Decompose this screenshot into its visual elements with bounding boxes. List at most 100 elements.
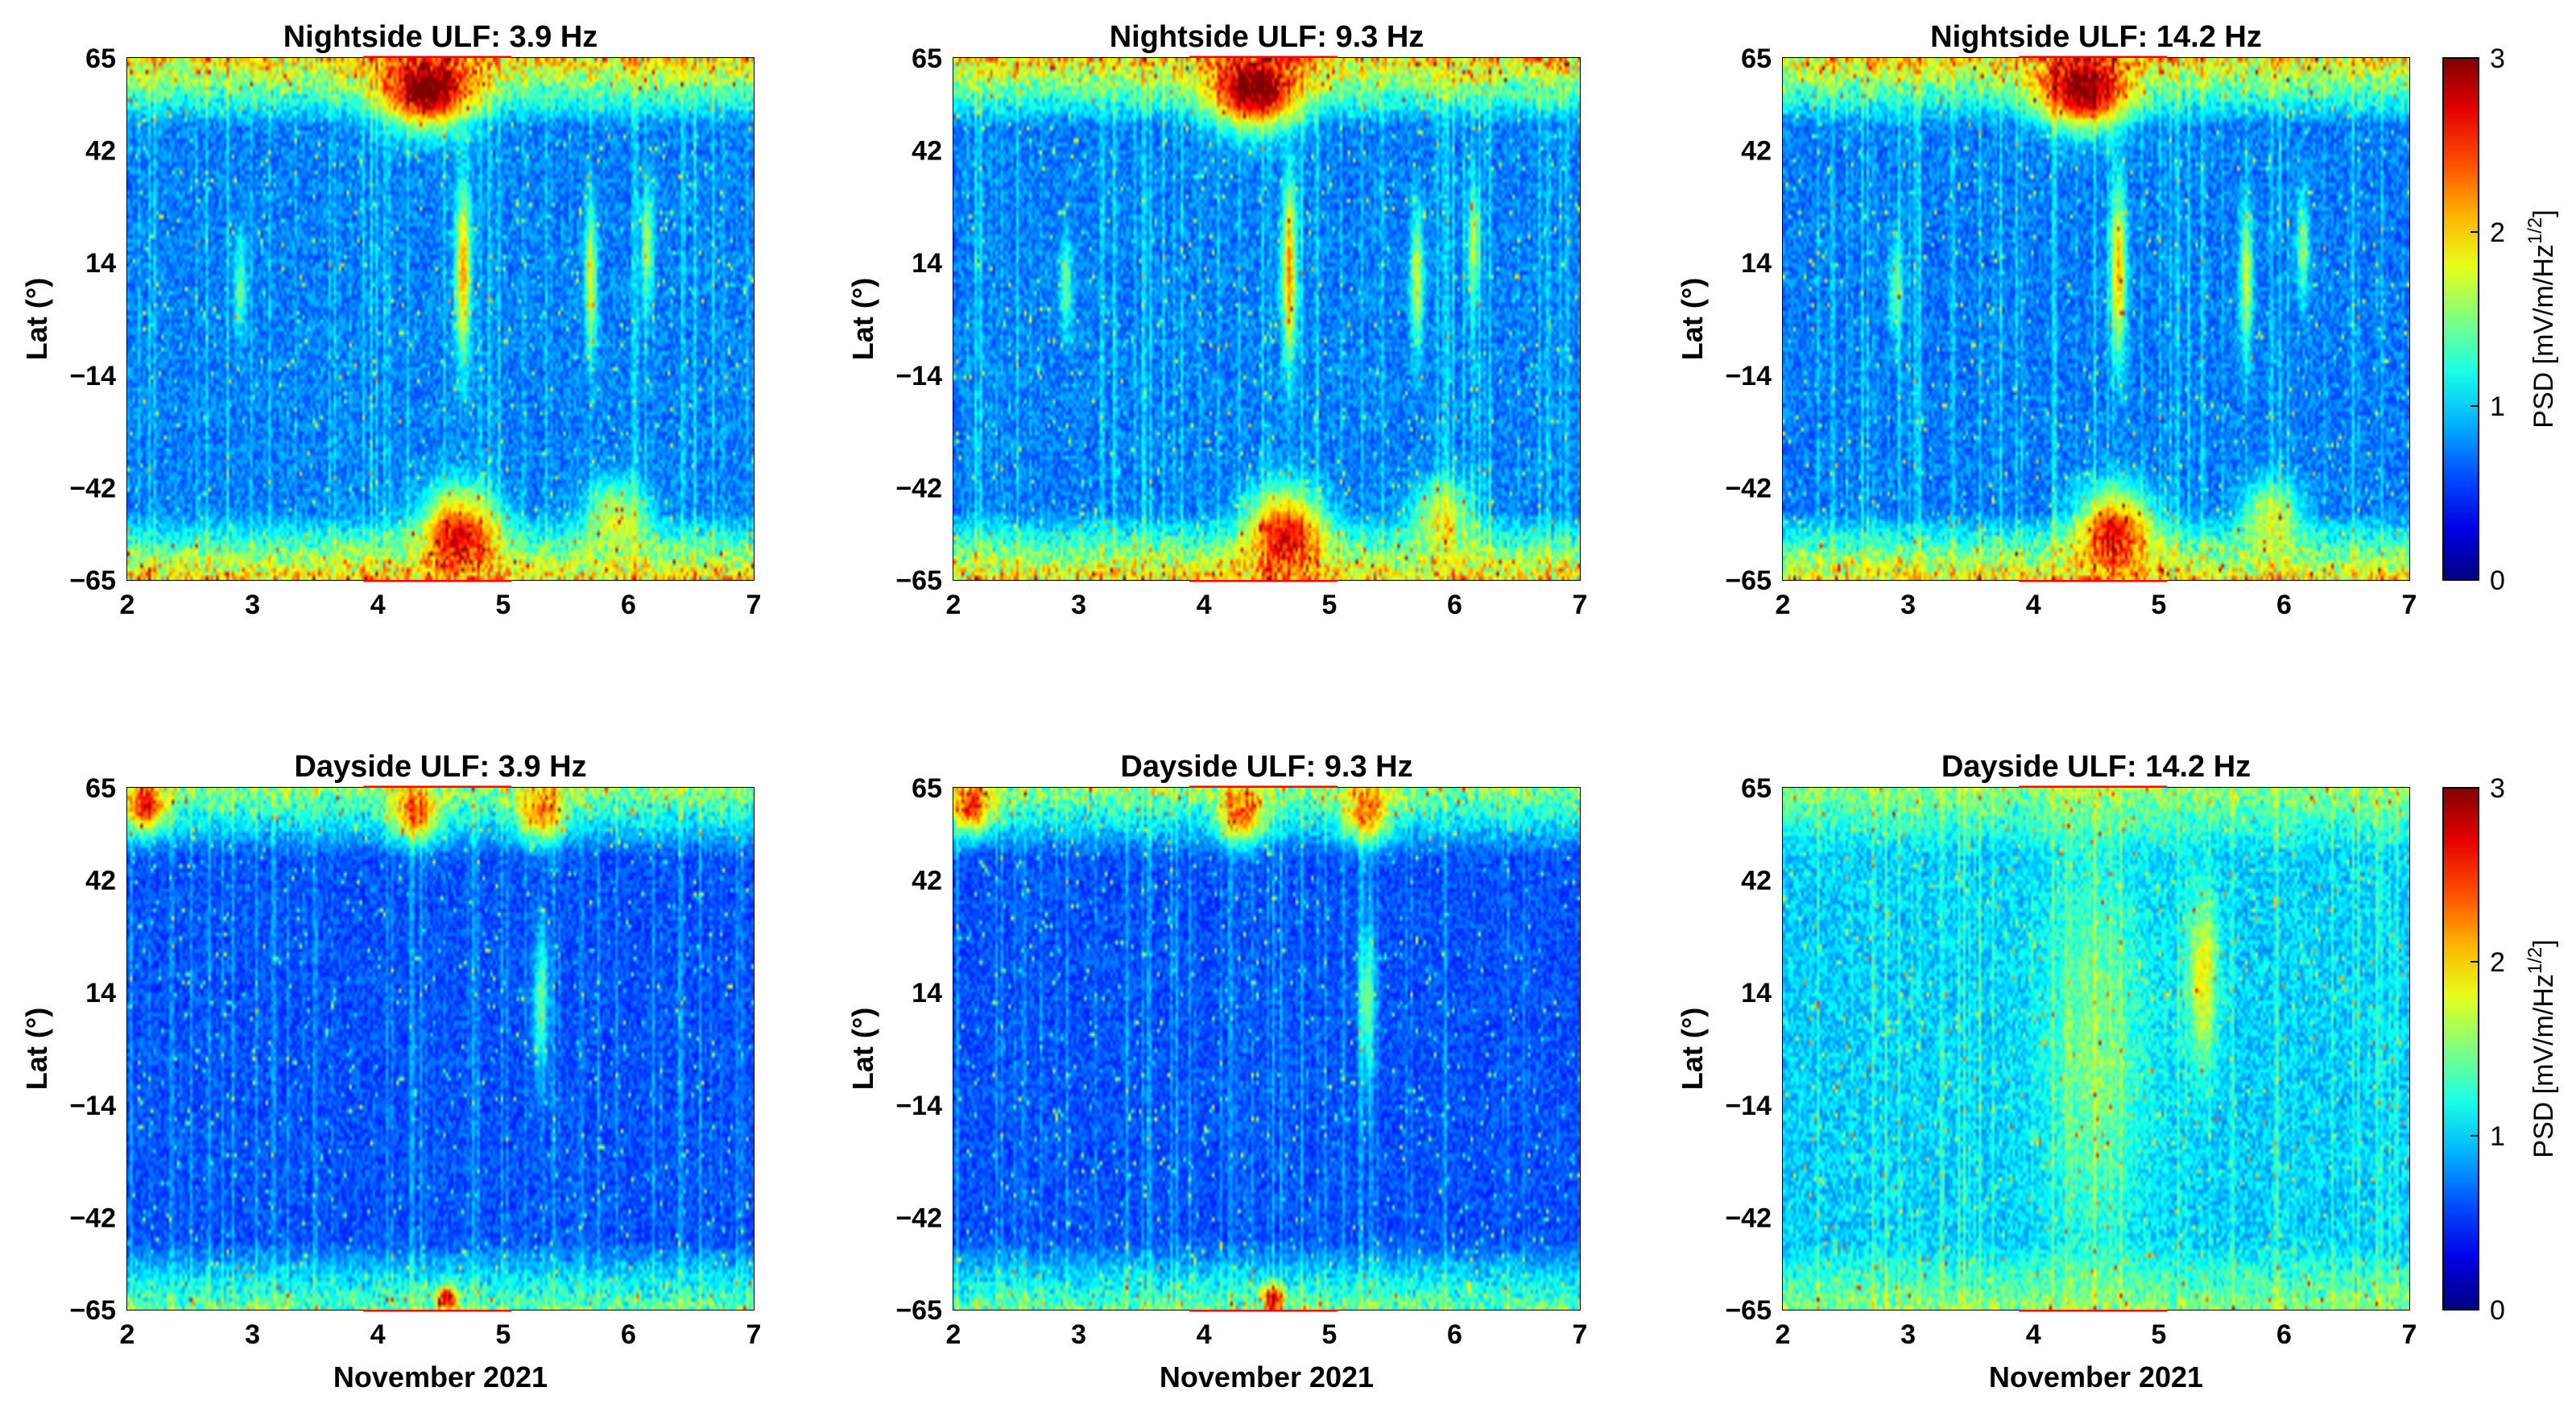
x-tick-label: 2 (120, 1319, 135, 1350)
y-tick-label: −65 (1725, 1295, 1772, 1326)
y-tick-label: −65 (69, 565, 116, 596)
colorbar-tick-label: 1 (2490, 391, 2505, 422)
x-tick-label: 3 (1900, 590, 1916, 620)
x-tick-label: 6 (2276, 590, 2292, 620)
y-tick-label: 42 (85, 866, 116, 896)
y-tick-label: 14 (1741, 978, 1772, 1008)
x-tick-label: 7 (1573, 1319, 1588, 1350)
x-tick-label: 4 (1197, 1319, 1212, 1350)
y-axis-label: Lat (°) (20, 278, 53, 360)
panel-title: Dayside ULF: 9.3 Hz (1120, 750, 1412, 784)
y-axis-label: Lat (°) (20, 1008, 53, 1090)
panel-dayside-14.2: Dayside ULF: 14.2 Hz 2 3 4 5 6 7 65 42 14 −14 −42 −6… (1676, 750, 2417, 1393)
x-tick-label: 7 (746, 1319, 762, 1350)
x-tick-label: 5 (1321, 590, 1337, 620)
x-axis-label: November 2021 (1989, 1360, 2203, 1393)
y-tick-label: −65 (1725, 565, 1772, 596)
x-tick-label: 7 (2402, 1319, 2417, 1350)
y-tick-label: −42 (69, 1203, 116, 1233)
y-tick-label: −42 (1725, 1203, 1772, 1233)
x-tick-label: 2 (1776, 1319, 1791, 1350)
x-tick-label: 4 (370, 590, 386, 620)
panel-title: Dayside ULF: 14.2 Hz (1941, 750, 2251, 784)
y-tick-label: −14 (1725, 1091, 1772, 1121)
x-tick-label: 7 (2402, 590, 2417, 620)
panel-title: Nightside ULF: 14.2 Hz (1930, 20, 2262, 54)
x-tick-label: 5 (2151, 590, 2166, 620)
y-tick-label: −65 (895, 565, 942, 596)
x-tick-label: 4 (1197, 590, 1212, 620)
colorbar-label-exponent: 1/2 (2524, 947, 2546, 974)
y-axis-label: Lat (°) (846, 278, 879, 360)
y-tick-label: 42 (85, 136, 116, 167)
heatmap-image (953, 58, 1580, 580)
x-tick-label: 6 (621, 590, 636, 620)
y-axis-label: Lat (°) (1676, 278, 1709, 360)
colorbar-label: PSD [mV/m/Hz1/2] (2524, 939, 2559, 1157)
heatmap-image (127, 788, 754, 1310)
y-tick-label: 65 (85, 43, 116, 74)
y-tick-label: −42 (69, 473, 116, 503)
colorbar (2442, 57, 2479, 581)
panel-title: Nightside ULF: 3.9 Hz (283, 20, 598, 54)
y-tick-label: 42 (1741, 866, 1772, 896)
colorbar-tick-label: 0 (2490, 1295, 2505, 1326)
y-tick-label: −42 (895, 473, 942, 503)
y-tick-label: 42 (912, 136, 942, 167)
y-tick-label: −42 (1725, 473, 1772, 503)
heatmap-image (953, 788, 1580, 1310)
colorbar-tick-label: 2 (2490, 947, 2505, 978)
y-tick-label: 42 (912, 866, 942, 896)
x-axis-label: November 2021 (1160, 1360, 1374, 1393)
x-tick-label: 3 (245, 590, 260, 620)
colorbar-label: PSD [mV/m/Hz1/2] (2524, 209, 2559, 428)
y-tick-label: 65 (1741, 43, 1772, 74)
panel-title: Dayside ULF: 3.9 Hz (294, 750, 586, 784)
y-tick-label: −14 (895, 1091, 942, 1121)
y-tick-label: 65 (1741, 773, 1772, 804)
x-tick-label: 3 (245, 1319, 260, 1350)
x-tick-label: 7 (746, 590, 762, 620)
y-tick-label: −14 (1725, 361, 1772, 391)
y-tick-label: −14 (69, 361, 116, 391)
x-tick-label: 2 (120, 590, 135, 620)
y-tick-label: −65 (895, 1295, 942, 1326)
y-axis-label: Lat (°) (846, 1008, 879, 1090)
x-tick-label: 2 (946, 1319, 961, 1350)
y-tick-label: 14 (85, 978, 116, 1008)
y-tick-label: 14 (912, 978, 942, 1008)
x-tick-label: 3 (1071, 1319, 1086, 1350)
y-tick-label: −42 (895, 1203, 942, 1233)
colorbar-tick-label: 3 (2490, 43, 2505, 74)
y-tick-label: 14 (912, 248, 942, 279)
colorbar-label-main: PSD [mV/m/Hz (2528, 974, 2559, 1158)
x-tick-label: 7 (1573, 590, 1588, 620)
x-tick-label: 2 (946, 590, 961, 620)
y-tick-label: 65 (85, 773, 116, 804)
colorbar-tick-label: 3 (2490, 773, 2505, 804)
heatmap-image (1783, 788, 2409, 1310)
colorbar-tick-label: 1 (2490, 1121, 2505, 1152)
colorbar-label-close: ] (2528, 209, 2559, 217)
x-tick-label: 3 (1071, 590, 1086, 620)
colorbar (2442, 787, 2479, 1311)
x-tick-label: 5 (1321, 1319, 1337, 1350)
y-tick-label: 65 (912, 773, 942, 804)
heatmap-image (127, 58, 754, 580)
x-tick-label: 2 (1776, 590, 1791, 620)
x-tick-label: 5 (495, 590, 511, 620)
colorbar-label-close: ] (2528, 939, 2559, 946)
x-tick-label: 4 (2026, 590, 2041, 620)
colorbar-label-main: PSD [mV/m/Hz (2528, 244, 2559, 429)
x-tick-label: 4 (370, 1319, 386, 1350)
y-axis-label: Lat (°) (1676, 1008, 1709, 1090)
y-tick-label: 42 (1741, 136, 1772, 167)
x-tick-label: 5 (2151, 1319, 2166, 1350)
y-tick-label: 14 (85, 248, 116, 279)
heatmap-image (1783, 58, 2409, 580)
y-tick-label: −14 (69, 1091, 116, 1121)
y-tick-label: 65 (912, 43, 942, 74)
y-tick-label: 14 (1741, 248, 1772, 279)
panel-title: Nightside ULF: 9.3 Hz (1110, 20, 1424, 54)
